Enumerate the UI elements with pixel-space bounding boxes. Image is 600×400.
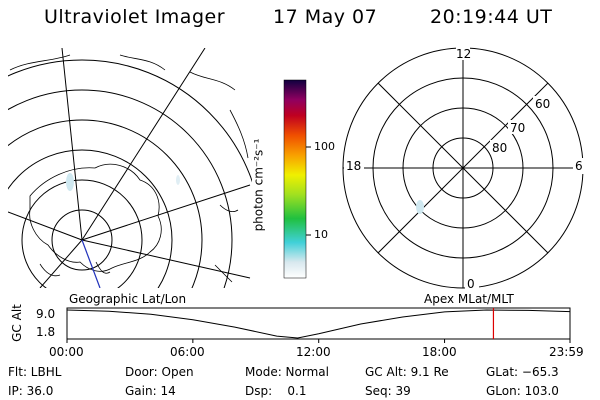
- time-tick-1800: 18:00: [422, 345, 457, 359]
- time-tick-2359: 23:59: [549, 345, 584, 359]
- mlt-label-0: 0: [467, 277, 475, 291]
- time-label: 20:19:44 UT: [430, 6, 553, 28]
- mlt-label-6: 6: [575, 159, 583, 173]
- mlat-label-80: 80: [492, 141, 508, 155]
- status-filter: Flt: LBHL: [8, 365, 62, 379]
- altitude-plot-frame: [66, 307, 571, 340]
- geographic-map: [8, 48, 252, 288]
- time-tick-0000: 00:00: [49, 345, 84, 359]
- aurora-patch: [66, 173, 74, 191]
- antarctica-coastline: [29, 163, 162, 272]
- time-tick-1200: 12:00: [296, 345, 331, 359]
- date-label: 17 May 07: [273, 6, 378, 28]
- mlat-label-60: 60: [535, 97, 551, 111]
- altitude-series-line: [66, 309, 571, 339]
- status-gain: Gain: 14: [125, 384, 176, 398]
- imager-title: Ultraviolet Imager: [44, 6, 226, 28]
- status-seq: Seq: 39: [365, 384, 411, 398]
- status-ip: IP: 36.0: [8, 384, 54, 398]
- status-glat: GLat: −65.3: [486, 365, 559, 379]
- mlt-label-12: 12: [456, 47, 472, 61]
- colorbar-tick-10: 10: [314, 228, 328, 241]
- polar-aurora-patch: [416, 200, 424, 214]
- status-dsp: Dsp: 0.1: [245, 384, 307, 398]
- altitude-axis-label: GC Alt: [9, 304, 24, 342]
- status-door: Door: Open: [125, 365, 194, 379]
- mlt-label-18: 18: [346, 159, 362, 173]
- mlat-label-70: 70: [510, 121, 526, 135]
- colorbar-unit-label: photon cm⁻²s⁻¹: [251, 138, 266, 232]
- latitude-circles: [8, 59, 252, 288]
- ground-track-line: [81, 239, 101, 288]
- polar-plot: [342, 47, 584, 289]
- apex-map-label: Apex MLat/MLT: [424, 292, 514, 306]
- status-glon: GLon: 103.0: [486, 384, 559, 398]
- colorbar-tick-100: 100: [314, 140, 335, 153]
- colorbar: [283, 79, 307, 279]
- altitude-tick-9: 9.0: [36, 307, 56, 321]
- status-mode: Mode: Normal: [245, 365, 329, 379]
- altitude-tick-1-8: 1.8: [36, 325, 56, 339]
- status-gc-alt: GC Alt: 9.1 Re: [365, 365, 449, 379]
- time-tick-0600: 06:00: [170, 345, 205, 359]
- geographic-map-label: Geographic Lat/Lon: [69, 292, 187, 306]
